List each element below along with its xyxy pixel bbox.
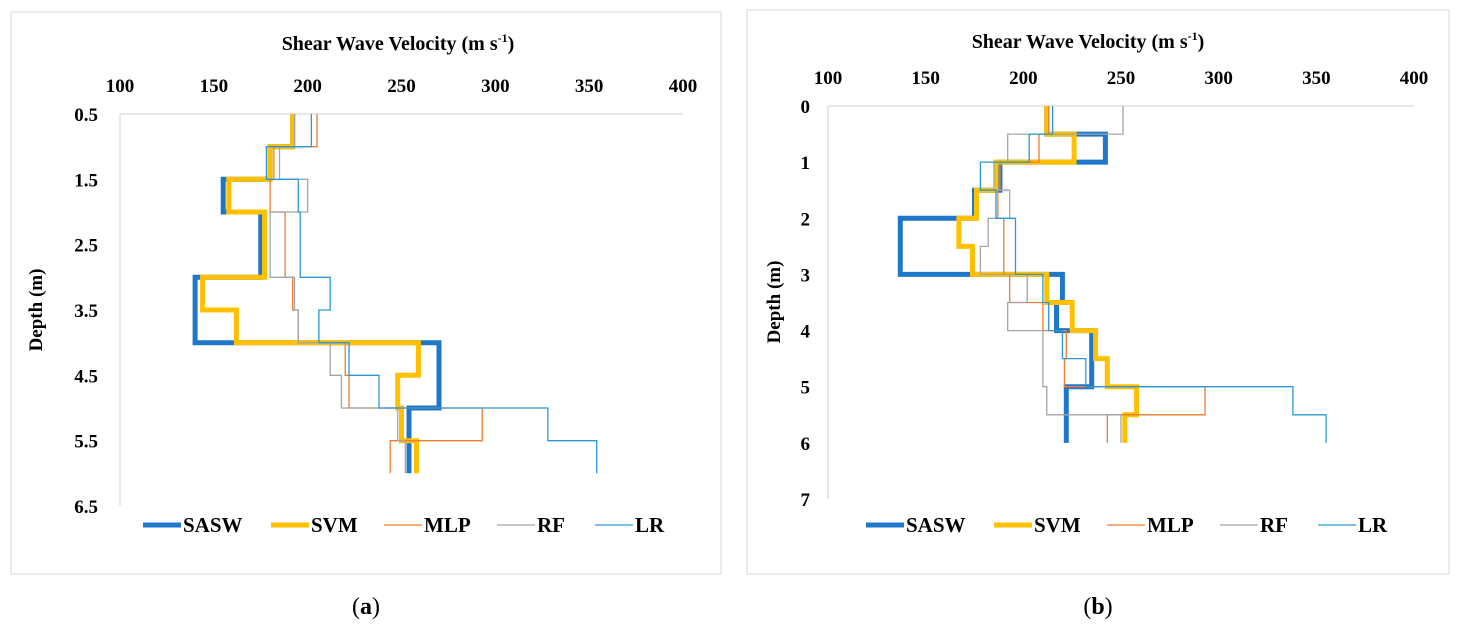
y-tick-label: 3 [801,265,811,286]
series-line-sasw [897,106,1108,443]
x-tick-label: 400 [669,76,698,97]
y-tick-label: 1.5 [74,170,98,191]
x-tick-label: 350 [1302,68,1331,89]
chart-title: Shear Wave Velocity (m s-1) [972,29,1205,53]
legend-label: SASW [183,513,243,537]
y-axis-label: Depth (m) [26,269,47,352]
chart-title: Shear Wave Velocity (m s-1) [282,31,515,55]
series-line-svm [200,114,421,474]
x-tick-label: 150 [200,76,229,97]
x-tick-label: 100 [106,76,135,97]
legend-label: RF [537,513,565,537]
y-tick-label: 2.5 [74,236,98,257]
x-tick-label: 300 [481,76,510,97]
x-tick-label: 200 [1009,68,1038,89]
legend-label: LR [635,513,665,537]
legend-label: LR [1358,513,1388,537]
legend-label: MLP [1147,513,1194,537]
y-tick-label: 5 [801,378,811,399]
x-tick-label: 300 [1204,68,1233,89]
x-tick-label: 100 [814,68,843,89]
legend-label: SVM [1034,513,1081,537]
legend: SASW SVM MLP RF LR [866,513,1388,537]
y-tick-label: 2 [801,209,811,230]
y-axis-label: Depth (m) [764,261,785,344]
series-line-rf [269,114,406,474]
panel-caption: (a) [352,594,380,620]
legend: SASW SVM MLP RF LR [143,513,665,537]
panel-caption: (b) [1083,594,1112,620]
y-tick-label: 4 [801,322,811,343]
x-tick-label: 350 [575,76,604,97]
chart-panel-b: Shear Wave Velocity (m s-1) Depth (m) 10… [746,9,1450,620]
x-tick-label: 400 [1400,68,1429,89]
legend-label: SASW [906,513,966,537]
x-tick-label: 250 [387,76,416,97]
plot-area: 100 150 200 250 300 350 400 0.5 1.5 2.5 3.5 4.5 5.5 6… [74,76,697,518]
y-tick-label: 6.5 [74,497,98,518]
y-tick-label: 5.5 [74,432,98,453]
chart-border [10,11,722,575]
y-tick-label: 1 [801,153,811,174]
y-tick-label: 4.5 [74,366,98,387]
x-tick-label: 200 [293,76,322,97]
y-tick-label: 7 [801,490,811,511]
series-line-mlp [269,114,483,474]
x-tick-label: 250 [1107,68,1136,89]
y-tick-label: 3.5 [74,301,98,322]
series-line-lr [265,114,598,474]
y-tick-label: 6 [801,434,811,455]
chart-border [746,9,1450,575]
series-line-lr [979,106,1327,443]
plot-area: 100 150 200 250 300 350 400 0 1 2 3 4 5 6 7 [801,68,1429,511]
y-tick-label: 0 [801,97,811,118]
legend-label: RF [1260,513,1288,537]
legend-label: MLP [424,513,471,537]
chart-panel-a: Shear Wave Velocity (m s-1) Depth (m) 10… [10,11,722,620]
x-tick-label: 150 [911,68,940,89]
legend-label: SVM [311,513,358,537]
y-tick-label: 0.5 [74,105,98,126]
